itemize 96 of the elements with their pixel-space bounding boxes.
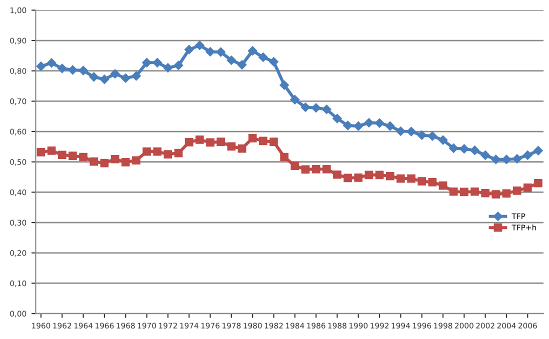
point (428, 131, 438, 141)
point (374, 118, 384, 128)
point (90, 157, 98, 166)
point (142, 147, 151, 156)
point (364, 170, 374, 180)
point (152, 58, 162, 68)
point (481, 188, 490, 198)
point (407, 174, 416, 183)
point (301, 165, 310, 174)
point (216, 138, 225, 146)
point (322, 164, 331, 174)
point (78, 66, 88, 76)
point (280, 152, 288, 162)
point (142, 58, 152, 68)
point (270, 138, 278, 146)
point (47, 146, 56, 155)
point (449, 187, 458, 196)
point (534, 178, 542, 188)
point (406, 126, 416, 136)
point (354, 173, 363, 182)
point (512, 154, 522, 164)
point (206, 138, 214, 147)
point (300, 102, 310, 112)
point (237, 60, 247, 70)
point (396, 174, 405, 183)
point (132, 71, 141, 81)
point (364, 118, 374, 128)
point (502, 189, 511, 198)
point (226, 56, 236, 65)
point (480, 150, 490, 160)
point (385, 121, 395, 131)
point (174, 60, 184, 70)
point (120, 74, 130, 83)
point (470, 146, 480, 155)
point (290, 95, 300, 104)
point (121, 158, 130, 166)
point (258, 136, 268, 146)
point (322, 104, 332, 114)
point (216, 47, 226, 57)
point (523, 183, 532, 192)
point (280, 80, 289, 90)
point (89, 72, 98, 82)
point (470, 187, 479, 196)
point (46, 58, 56, 68)
point (238, 144, 246, 153)
point (428, 178, 437, 186)
point (396, 126, 406, 136)
point (36, 148, 46, 156)
point (492, 190, 500, 199)
point (58, 64, 67, 74)
point (460, 188, 468, 196)
point (68, 65, 78, 75)
point (184, 44, 194, 54)
point (164, 150, 172, 158)
point (448, 144, 458, 153)
point (163, 63, 173, 72)
point (375, 170, 384, 180)
point (332, 114, 342, 124)
point (110, 69, 120, 79)
point (258, 52, 268, 62)
point (502, 154, 512, 164)
point (438, 135, 448, 145)
point (36, 62, 46, 71)
point (58, 150, 66, 160)
point (248, 46, 258, 56)
point (100, 74, 110, 84)
point (227, 142, 236, 151)
point (196, 136, 204, 144)
point (269, 57, 278, 66)
point (132, 156, 140, 165)
point (195, 40, 204, 50)
point (512, 186, 522, 195)
point (438, 181, 448, 190)
point (333, 170, 342, 179)
point (534, 146, 543, 156)
point (79, 152, 88, 162)
point (110, 154, 120, 164)
point (354, 121, 363, 131)
point (312, 164, 320, 174)
point (248, 134, 257, 142)
point (174, 148, 183, 158)
point (184, 138, 194, 146)
point (460, 144, 469, 154)
point (290, 162, 300, 170)
point (523, 150, 532, 160)
point (386, 172, 394, 180)
point (311, 103, 321, 112)
point (491, 154, 501, 164)
point (418, 177, 426, 186)
point (343, 120, 352, 130)
point (68, 152, 77, 160)
point (417, 130, 426, 140)
point (100, 158, 109, 168)
point (344, 174, 352, 182)
point (206, 47, 215, 56)
point (153, 147, 162, 156)
